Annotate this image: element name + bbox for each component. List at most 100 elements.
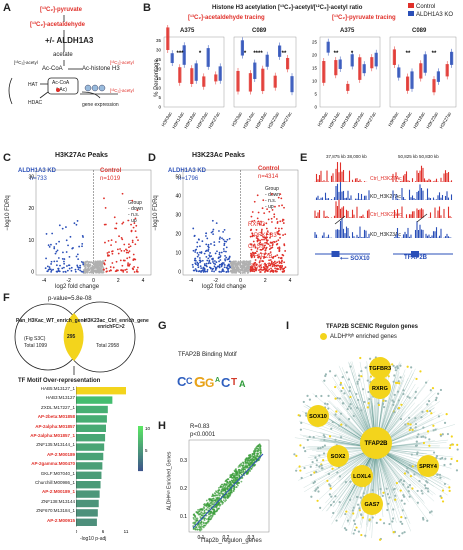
- gene-node: [334, 438, 337, 441]
- up-point: [130, 230, 133, 233]
- gene-node: [434, 398, 438, 402]
- gene-node: [441, 433, 444, 436]
- gene-node: [344, 424, 348, 427]
- gene-node: [400, 515, 403, 519]
- up-point: [273, 240, 275, 243]
- gene-node: [408, 396, 411, 399]
- up-point: [114, 227, 116, 230]
- scatter-point: [207, 513, 210, 516]
- scatter-point: [236, 474, 239, 477]
- gene-node: [360, 375, 363, 378]
- scatter-point: [236, 478, 238, 481]
- y-tick-label: 30: [175, 213, 181, 219]
- gene-node: [317, 447, 320, 450]
- down-point: [52, 268, 54, 271]
- panel-f-label: F: [3, 292, 10, 304]
- gene-node: [319, 506, 322, 509]
- up-point: [279, 193, 282, 195]
- up-point: [260, 231, 263, 234]
- scatter-point: [235, 470, 238, 473]
- down-point: [61, 257, 64, 260]
- gene-node: [394, 381, 398, 384]
- down-point: [55, 250, 58, 253]
- up-point: [271, 269, 274, 272]
- e-track-4: KD_H3K23Ac: [370, 232, 401, 238]
- motif-bar: [76, 471, 102, 479]
- up-point: [131, 241, 134, 244]
- up-point: [281, 264, 283, 267]
- ns-point: [93, 269, 96, 272]
- gene-node: [427, 400, 431, 403]
- ns-point: [85, 271, 88, 274]
- scatter-point: [240, 469, 243, 472]
- up-point: [115, 260, 118, 263]
- e-scale-1: 37,875 kb 38,000 kb: [326, 154, 367, 159]
- up-point: [107, 239, 110, 242]
- gene-node: [416, 435, 419, 439]
- scatter-point: [208, 503, 211, 506]
- down-point: [206, 265, 208, 268]
- svg-text:G: G: [194, 374, 206, 390]
- significance-star: **: [406, 51, 411, 57]
- scatter-point: [232, 489, 235, 492]
- edge: [341, 447, 377, 528]
- gene-node: [298, 465, 301, 468]
- up-point: [253, 270, 256, 273]
- up-point: [260, 230, 263, 232]
- down-point: [207, 250, 210, 252]
- gene-node: [399, 478, 403, 481]
- gene-node: [308, 435, 311, 439]
- down-point: [196, 241, 199, 244]
- up-point: [261, 228, 263, 231]
- down-point: [194, 251, 197, 253]
- down-point: [208, 259, 211, 262]
- gene-node: [426, 409, 429, 413]
- e-gene-tfap2b: TFAP2B: [404, 255, 428, 261]
- h-r: R=0.83: [190, 424, 210, 430]
- scatter-point: [226, 485, 229, 488]
- scatter-point: [217, 507, 220, 510]
- down-point: [79, 266, 82, 269]
- up-point: [277, 268, 280, 270]
- ns-point: [239, 264, 242, 267]
- down-point: [67, 244, 69, 247]
- x-tick-label: 0: [76, 529, 78, 534]
- gene-node: [348, 389, 351, 393]
- down-point: [222, 262, 225, 264]
- up-point: [251, 232, 254, 235]
- ns-point: [98, 269, 100, 272]
- ns-point: [243, 268, 246, 271]
- down-point: [218, 251, 221, 254]
- gene-node: [437, 415, 441, 418]
- up-point: [282, 268, 284, 271]
- gene-node: [426, 519, 429, 522]
- up-point: [275, 267, 278, 270]
- panel-g-label: G: [158, 320, 167, 332]
- gene-node: [432, 424, 435, 427]
- ns-point: [243, 266, 246, 269]
- h-p: p<0.0001: [190, 432, 216, 438]
- up-point: [278, 229, 280, 232]
- ns-point: [98, 262, 101, 264]
- up-point: [252, 252, 255, 255]
- gene-node: [416, 451, 419, 454]
- svg-text:C: C: [221, 375, 231, 390]
- down-point: [53, 247, 56, 250]
- scatter-point: [202, 522, 205, 525]
- gene-node: [443, 463, 446, 467]
- gene-node: [443, 421, 447, 424]
- up-point: [271, 241, 274, 244]
- gene-node: [299, 428, 303, 431]
- scatter-point: [199, 516, 202, 518]
- gene-node: [439, 388, 443, 392]
- down-point: [50, 260, 53, 263]
- h-ylabel: ALDHᴴⁱᵍʰ Enriched_Genes: [166, 451, 173, 511]
- ns-point: [88, 268, 90, 271]
- down-point: [213, 244, 216, 247]
- down-point: [199, 251, 201, 254]
- gene-node: [315, 464, 318, 467]
- up-point: [278, 247, 281, 250]
- gene-node: [401, 532, 404, 535]
- up-point: [104, 223, 107, 226]
- down-point: [70, 269, 73, 272]
